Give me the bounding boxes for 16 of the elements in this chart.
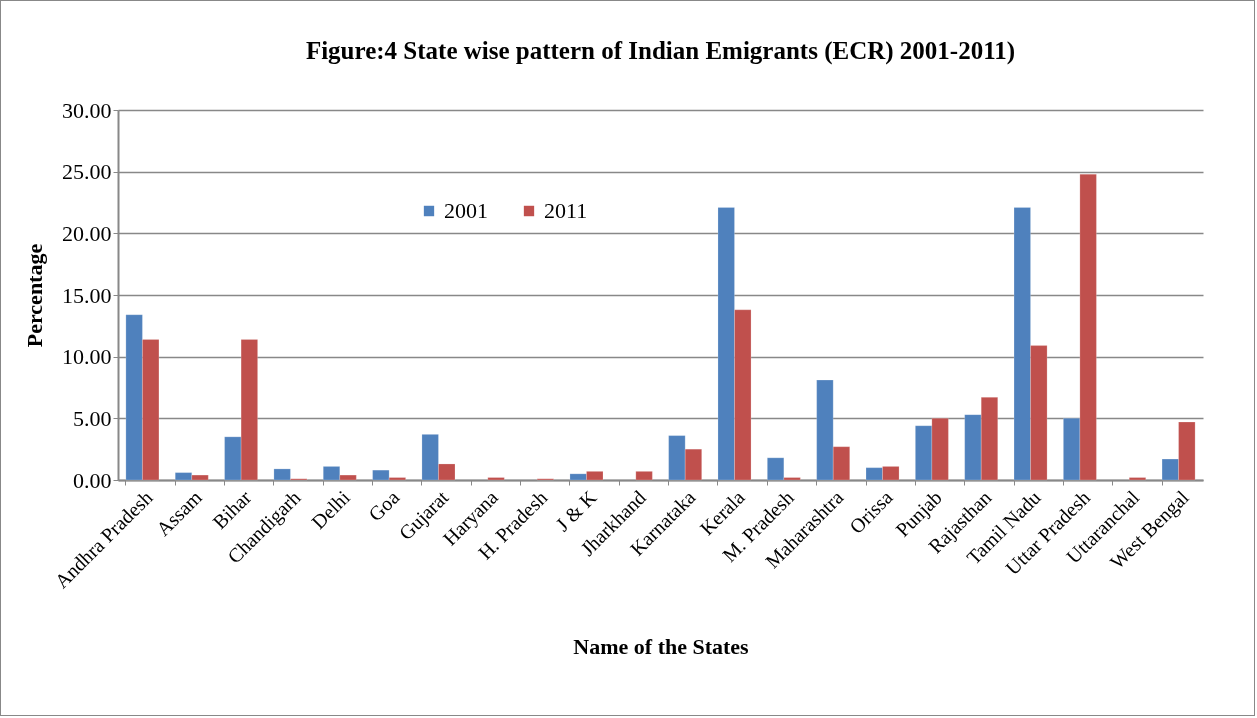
legend-label: 2001 — [444, 198, 488, 223]
bar — [487, 477, 505, 481]
legend-label: 2011 — [544, 198, 588, 223]
bar — [635, 471, 653, 481]
x-axis-title: Name of the States — [573, 634, 750, 660]
y-tick-label: 15.00 — [62, 282, 112, 308]
y-tick-label: 0.00 — [73, 467, 112, 493]
x-tick-label: Goa — [364, 486, 404, 526]
chart-title: Figure:4 State wise pattern of Indian Emigrants (ECR) 2001-2011) — [305, 37, 1016, 65]
bar — [1128, 477, 1147, 481]
y-tick-label: 5.00 — [73, 405, 112, 431]
y-axis-title: Percentage — [22, 243, 47, 348]
y-tick-label: 30.00 — [62, 97, 112, 123]
y-tick-label: 20.00 — [62, 220, 112, 246]
y-tick-label: 10.00 — [62, 344, 112, 370]
y-tick-label: 25.00 — [62, 159, 112, 185]
